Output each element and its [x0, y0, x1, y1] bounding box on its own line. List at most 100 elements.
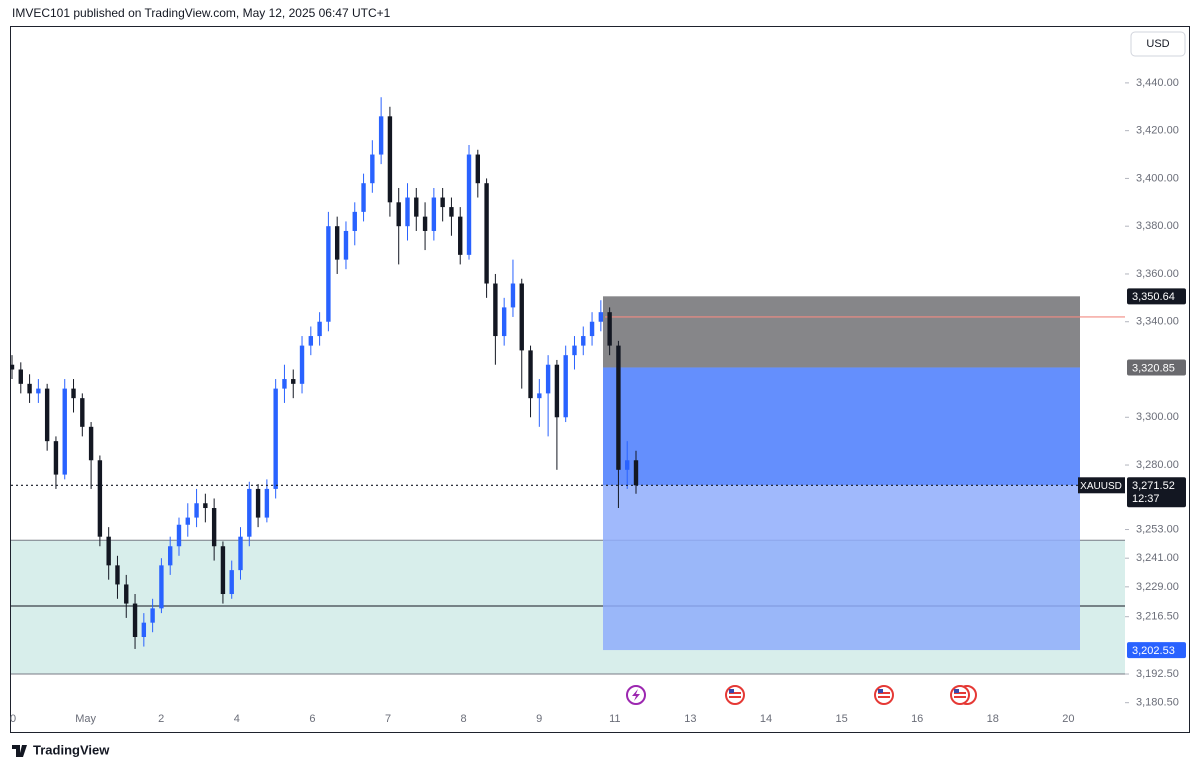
currency-button[interactable] — [1130, 31, 1186, 57]
candle-body — [255, 488, 261, 518]
x-tick-label: 6 — [309, 713, 315, 725]
candle-body — [220, 546, 226, 595]
candle-body — [510, 283, 516, 308]
candle-body — [554, 364, 560, 418]
y-tick-label: 3,216.50 — [1136, 611, 1179, 623]
candle-body — [387, 116, 393, 203]
x-tick-label: 18 — [987, 713, 999, 725]
x-tick-label: 11 — [609, 713, 620, 725]
x-tick-label: 20 — [1062, 713, 1074, 725]
y-tick-label: 3,253.00 — [1136, 523, 1179, 535]
candle-body — [141, 622, 147, 638]
y-tick-label: 3,380.00 — [1136, 220, 1179, 232]
candle-body — [581, 336, 586, 346]
target-price-tag-bg — [1127, 642, 1186, 659]
y-tick-label: 3,180.50 — [1136, 697, 1179, 709]
event-flag[interactable] — [950, 685, 977, 705]
x-tick-label: 9 — [536, 713, 542, 725]
candle-body — [308, 336, 314, 346]
y-tick-label: 3,400.00 — [1136, 172, 1179, 184]
brand-name: TradingView — [33, 742, 110, 757]
candle-body — [27, 383, 32, 394]
candle-body — [396, 202, 401, 227]
candle-body — [378, 116, 384, 155]
candle-body — [132, 603, 138, 638]
candle-body — [71, 388, 76, 399]
candle-body — [106, 536, 111, 566]
candle-body — [449, 207, 454, 217]
candle-body — [484, 183, 489, 284]
candle-body — [88, 426, 94, 461]
x-tick-label: 4 — [234, 713, 240, 725]
candle-body — [440, 197, 445, 208]
x-tick-label: 16 — [911, 713, 923, 725]
event-bolt — [632, 689, 640, 701]
entry-price-tag: 3,320.85 — [1132, 362, 1175, 374]
candle-body — [370, 154, 375, 184]
target-zone-lower — [603, 485, 1080, 651]
y-tick-label: 3,300.00 — [1136, 411, 1179, 423]
candle-body — [493, 283, 498, 337]
event-flag[interactable] — [874, 685, 894, 705]
candle-body — [519, 283, 524, 351]
y-tick-label: 3,241.00 — [1136, 552, 1179, 564]
candle-body — [238, 536, 243, 571]
y-tick-label: 3,280.00 — [1136, 459, 1179, 471]
candle-body — [616, 345, 621, 470]
symbol-tag: XAUUSD — [1080, 481, 1122, 492]
candle-body — [352, 211, 357, 231]
candle-body — [414, 197, 419, 217]
y-tick-label: 3,420.00 — [1136, 125, 1179, 137]
candle-body — [317, 321, 322, 337]
candle-body — [203, 503, 208, 509]
x-tick-label: 8 — [461, 713, 467, 725]
y-tick-label: 3,360.00 — [1136, 268, 1179, 280]
candle-body — [36, 388, 41, 394]
x-tick-label: 7 — [385, 713, 391, 725]
candle-body — [545, 364, 551, 394]
candle-body — [97, 460, 103, 537]
stop-price-tag: 3,350.64 — [1132, 291, 1175, 303]
candle-body — [326, 226, 331, 322]
candle-body — [431, 197, 437, 231]
y-tick-label: 3,192.50 — [1136, 668, 1179, 680]
candle-body — [572, 345, 577, 356]
candle-body — [176, 524, 182, 547]
brand: TradingView — [12, 742, 110, 757]
symbol-tag-bg — [1078, 477, 1125, 494]
candle-body — [282, 379, 287, 389]
candle-body — [9, 364, 15, 370]
last-price-tag-bg — [1127, 477, 1186, 508]
currency-label: USD — [1146, 38, 1169, 50]
candle-body — [273, 388, 278, 489]
x-tick-label: May — [75, 713, 96, 725]
left-mask — [0, 26, 10, 733]
candle-body — [53, 441, 59, 475]
candle-body — [168, 546, 173, 566]
target-price-tag: 3,202.53 — [1132, 645, 1175, 657]
candle-body — [598, 312, 604, 322]
target-zone-upper — [603, 367, 1080, 486]
event-flag[interactable] — [725, 685, 745, 705]
x-tick-label: 13 — [684, 713, 696, 725]
header: IMVEC101 published on TradingView.com, M… — [12, 6, 391, 20]
candle-body — [405, 197, 410, 227]
x-tick-label: 14 — [760, 713, 772, 725]
candle-body — [264, 488, 270, 518]
candle-body — [229, 570, 234, 595]
candle-body — [299, 345, 305, 384]
plot-area: 3,440.00 3,420.00 3,400.00 3,380.00 3,360.00… — [4, 77, 1179, 725]
candle-body — [291, 379, 296, 384]
candle-body — [589, 321, 595, 337]
candle-body — [607, 312, 612, 346]
candle-body — [361, 183, 366, 212]
candle-body — [501, 307, 507, 337]
candle-body — [528, 350, 533, 399]
last-price-tag: 3,271.52 — [1132, 480, 1175, 492]
candle-body — [18, 369, 23, 384]
candle-body — [537, 393, 542, 399]
candle-body — [625, 460, 630, 470]
candle-body — [44, 388, 50, 442]
candle-body — [194, 503, 199, 518]
